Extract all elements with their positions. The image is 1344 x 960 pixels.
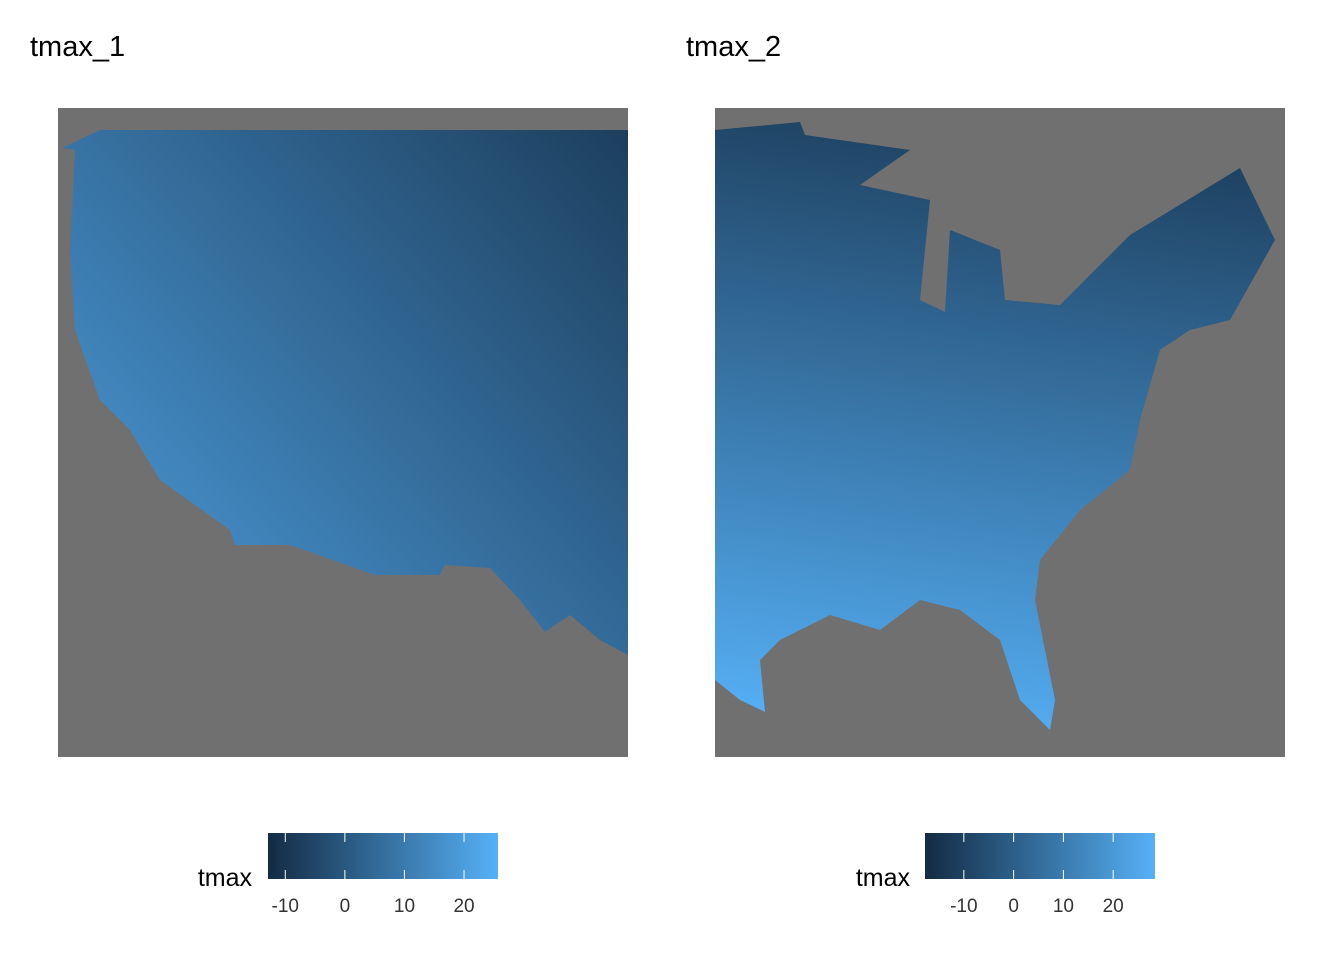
colorbar-tick-label: 20 (453, 896, 474, 917)
colorbar-tick-label: 10 (1053, 896, 1074, 917)
colorbar-tick-label: 0 (340, 896, 351, 917)
colorbar-tick-label: 0 (1008, 896, 1019, 917)
colorbar-tick-label: 20 (1103, 896, 1124, 917)
panel-title: tmax_2 (686, 31, 781, 63)
land-raster (62, 130, 628, 655)
panel-title: tmax_1 (30, 31, 125, 63)
legend-title: tmax (198, 864, 253, 892)
colorbar-tick-label: -10 (272, 896, 299, 917)
land-raster (715, 122, 1275, 730)
legend-title: tmax (856, 864, 911, 892)
colorbar-tick-label: -10 (950, 896, 977, 917)
colorbar (268, 833, 498, 879)
colorbar-tick-label: 10 (394, 896, 415, 917)
colorbar (925, 833, 1155, 879)
